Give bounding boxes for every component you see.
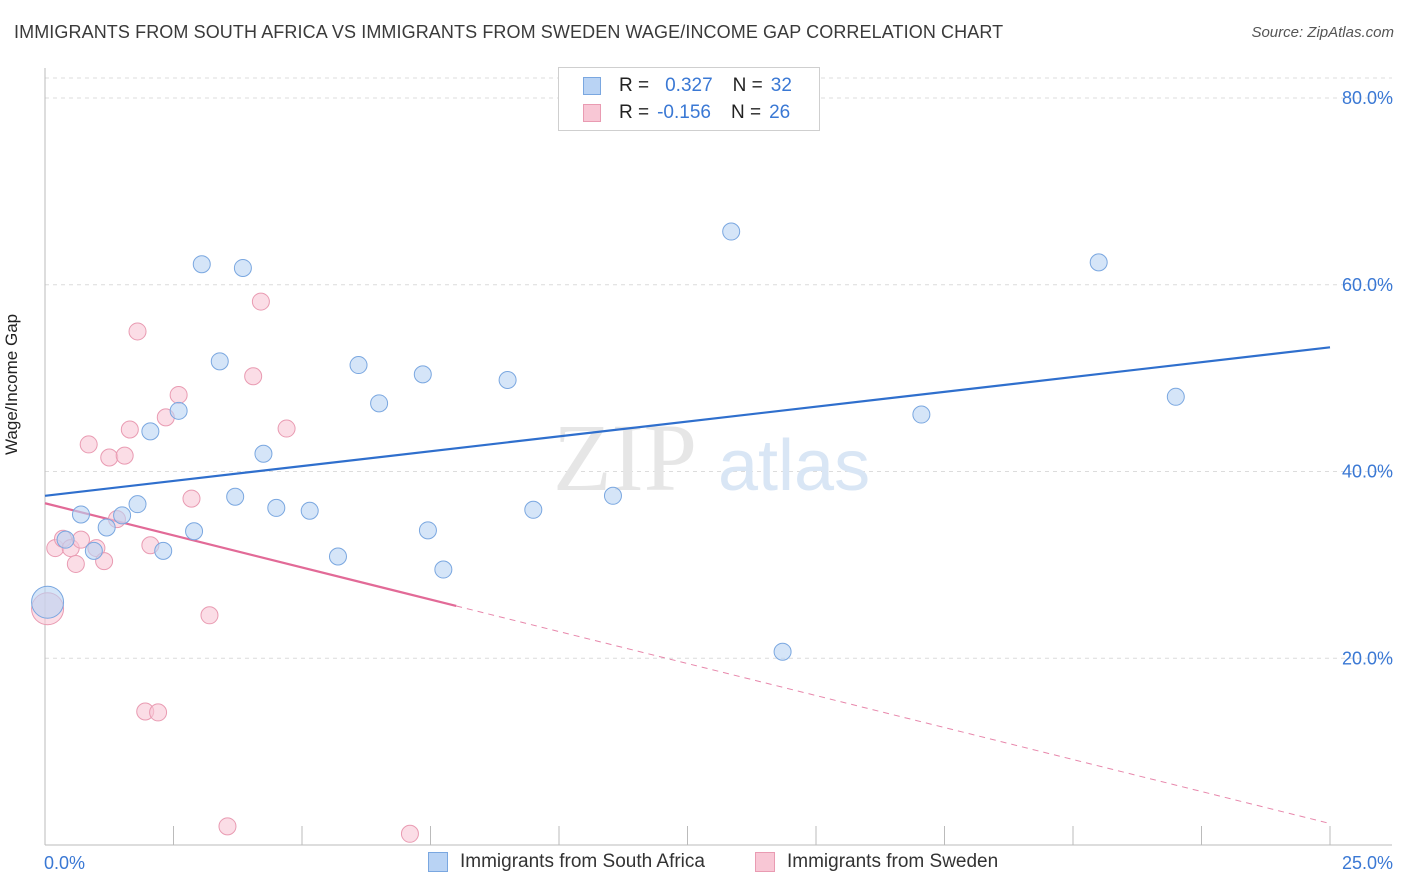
point-south-africa: [434, 560, 453, 579]
grid-lines: [45, 77, 1392, 659]
point-sweden: [115, 446, 134, 465]
point-south-africa: [233, 258, 252, 277]
point-south-africa: [773, 642, 792, 661]
point-south-africa: [300, 501, 319, 520]
point-sweden: [128, 322, 147, 341]
point-south-africa: [84, 541, 103, 560]
n-value-sweden: 26: [769, 102, 791, 123]
point-sweden: [100, 448, 119, 467]
n-label: N =: [732, 75, 763, 96]
point-sweden: [277, 419, 296, 438]
point-south-africa: [31, 585, 65, 619]
point-south-africa: [185, 522, 204, 541]
pink-swatch: [583, 104, 601, 122]
legend-row-south-africa: R = 0.327 N = 32: [583, 73, 792, 99]
point-south-africa: [722, 222, 741, 241]
series-name-sweden: Immigrants from Sweden: [787, 851, 999, 872]
point-south-africa: [418, 521, 437, 540]
point-south-africa: [226, 487, 245, 506]
point-sweden: [120, 420, 139, 439]
axes: [44, 68, 1392, 846]
bottom-legend-sweden: Immigrants from Sweden: [755, 851, 998, 873]
series-name-south-africa: Immigrants from South Africa: [460, 851, 705, 872]
chart-title: IMMIGRANTS FROM SOUTH AFRICA VS IMMIGRAN…: [14, 22, 1004, 42]
y-tick-label: 60.0%: [1342, 275, 1393, 295]
point-south-africa: [154, 541, 173, 560]
point-sweden: [66, 554, 85, 573]
point-south-africa: [267, 498, 286, 517]
x-tick-label-max: 25.0%: [1342, 853, 1393, 873]
point-south-africa: [1089, 253, 1108, 272]
x-tick-label-min: 0.0%: [44, 853, 85, 873]
point-sweden: [244, 367, 263, 386]
point-south-africa: [56, 530, 75, 549]
watermark: ZIP atlas: [553, 404, 870, 511]
y-tick-label: 20.0%: [1342, 648, 1393, 668]
watermark-atlas: atlas: [718, 426, 870, 506]
r-label: R =: [619, 102, 650, 123]
source-label: Source: ZipAtlas.com: [1251, 24, 1394, 41]
pink-swatch: [755, 852, 775, 872]
point-south-africa: [169, 401, 188, 420]
point-south-africa: [97, 518, 116, 537]
y-axis-label: Wage/Income Gap: [2, 313, 21, 455]
blue-swatch: [428, 852, 448, 872]
r-value-sweden: -0.156: [657, 102, 711, 123]
point-south-africa: [128, 495, 147, 514]
trend-line-sweden-extrapolated: [456, 605, 1331, 825]
point-sweden: [79, 435, 98, 454]
point-sweden: [169, 385, 188, 404]
point-sweden: [200, 606, 219, 625]
point-south-africa: [413, 365, 432, 384]
point-sweden: [400, 824, 419, 843]
point-sweden: [182, 489, 201, 508]
y-tick-label: 40.0%: [1342, 462, 1393, 482]
n-value-south-africa: 32: [770, 75, 792, 96]
point-south-africa: [912, 405, 931, 424]
r-label: R =: [619, 75, 650, 96]
point-south-africa: [498, 371, 517, 389]
point-south-africa: [1166, 387, 1185, 406]
legend-row-sweden: R = -0.156 N = 26: [583, 100, 791, 126]
point-sweden: [218, 817, 237, 836]
trend-line-south-africa: [44, 346, 1331, 497]
data-points: [31, 222, 1185, 843]
point-south-africa: [328, 547, 347, 566]
point-south-africa: [141, 422, 160, 441]
y-tick-label: 80.0%: [1342, 88, 1393, 108]
point-south-africa: [192, 255, 211, 274]
point-south-africa: [370, 394, 389, 413]
point-south-africa: [524, 500, 543, 519]
point-south-africa: [254, 444, 273, 463]
blue-swatch: [583, 77, 601, 95]
tick-labels: 20.0% 40.0% 60.0% 80.0% 0.0% 25.0%: [44, 88, 1393, 873]
point-south-africa: [113, 506, 132, 525]
n-label: N =: [730, 102, 762, 123]
point-south-africa: [210, 352, 229, 371]
point-sweden: [149, 703, 168, 722]
bottom-legend-south-africa: Immigrants from South Africa: [428, 851, 705, 873]
point-south-africa: [71, 505, 90, 524]
point-south-africa: [603, 486, 622, 505]
watermark-zip: ZIP: [553, 404, 697, 511]
correlation-legend: R = 0.327 N = 32 R = -0.156 N = 26: [558, 67, 820, 131]
point-sweden: [251, 292, 270, 311]
r-value-south-africa: 0.327: [665, 75, 713, 96]
point-south-africa: [349, 356, 368, 375]
